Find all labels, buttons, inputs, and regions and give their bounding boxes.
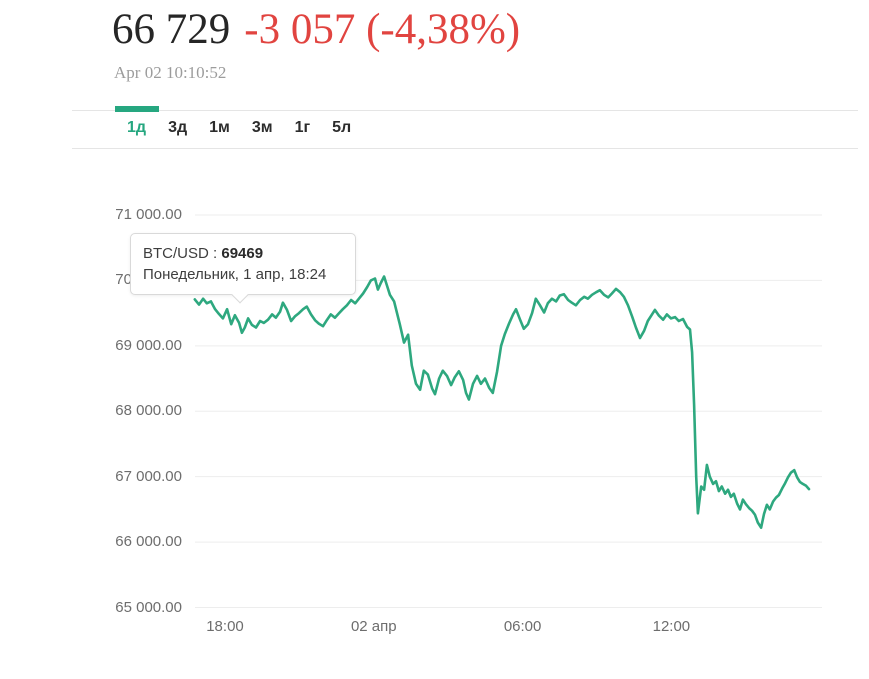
- y-axis-label: 66 000.00: [115, 533, 182, 551]
- tab-1г[interactable]: 1г: [294, 119, 311, 136]
- price-line: [193, 275, 811, 530]
- price-timestamp: Apr 02 10:10:52: [114, 63, 227, 82]
- current-price: 66 729: [112, 6, 231, 53]
- y-axis-label: 65 000.00: [115, 598, 182, 616]
- tooltip-separator: :: [208, 245, 222, 262]
- tab-1д[interactable]: 1д: [127, 119, 147, 136]
- tab-3д[interactable]: 3д: [168, 119, 188, 136]
- tooltip-price-line: BTC/USD : 69469: [143, 243, 343, 264]
- y-axis-label: 69 000.00: [115, 336, 182, 354]
- timeframe-tabs: 1д 3д 1м 3м 1г 5л: [126, 119, 352, 137]
- tooltip-price-value: 69469: [221, 245, 264, 262]
- chart-tooltip: BTC/USD : 69469 Понедельник, 1 апр, 18:2…: [130, 233, 356, 303]
- y-axis-label: 71 000.00: [115, 206, 182, 223]
- price-header: 66 729 -3 057 (-4,38%): [112, 5, 520, 54]
- tabs-bottom-divider: [72, 148, 858, 149]
- x-axis-label: 02 апр: [350, 618, 397, 635]
- tooltip-date-line: Понедельник, 1 апр, 18:24: [143, 266, 327, 283]
- y-axis-label: 67 000.00: [115, 467, 182, 485]
- x-axis-label: 18:00: [206, 618, 244, 635]
- tooltip-pair-label: BTC/USD: [143, 245, 209, 262]
- tab-3м[interactable]: 3м: [251, 119, 273, 136]
- tab-1м[interactable]: 1м: [209, 119, 230, 136]
- x-axis-label: 12:00: [652, 618, 691, 635]
- tab-5л[interactable]: 5л: [332, 119, 352, 136]
- y-axis-label: 68 000.00: [115, 402, 182, 420]
- price-change: -3 057 (-4,38%): [244, 6, 521, 53]
- tabs-top-divider: [72, 110, 858, 111]
- x-axis-label: 06:00: [503, 618, 542, 635]
